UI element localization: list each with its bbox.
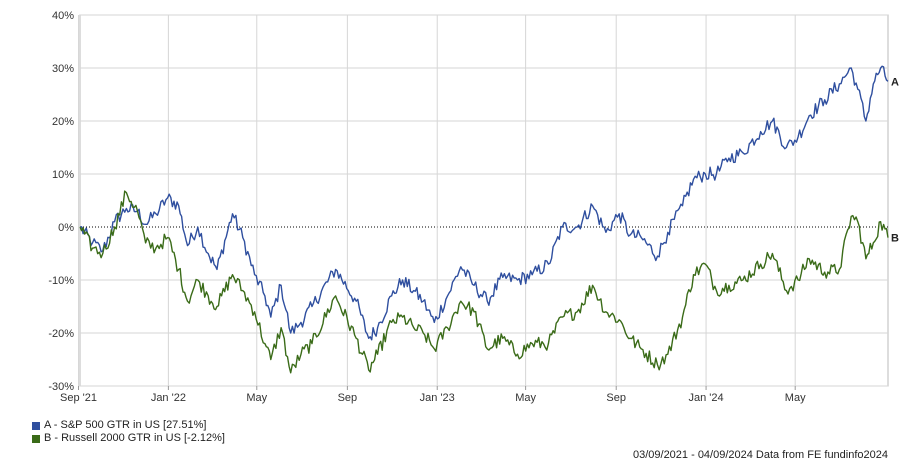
x-tick-label: Sep	[338, 392, 358, 404]
y-tick-label: 0%	[58, 222, 74, 234]
plot-area	[79, 14, 889, 387]
x-tick-label: May	[785, 392, 806, 404]
y-tick-label: -30%	[48, 381, 74, 393]
legend-item-a: A - S&P 500 GTR in US [27.51%]	[32, 419, 225, 432]
legend-item-b: B - Russell 2000 GTR in US [-2.12%]	[32, 432, 225, 445]
y-tick-label: 30%	[52, 63, 74, 75]
legend-swatch-b	[32, 434, 40, 443]
y-tick-label: 10%	[52, 169, 74, 181]
series-line-a	[79, 65, 889, 341]
legend-swatch-a	[32, 421, 40, 430]
legend: A - S&P 500 GTR in US [27.51%] B - Russe…	[32, 419, 225, 445]
x-tick-label: Jan '23	[420, 392, 455, 404]
x-tick-label: Sep '21	[60, 392, 97, 404]
y-tick-label: 40%	[52, 10, 74, 22]
x-tick-label: May	[246, 392, 267, 404]
legend-label-a: A - S&P 500 GTR in US [27.51%]	[44, 419, 207, 431]
legend-label-b: B - Russell 2000 GTR in US [-2.12%]	[44, 432, 225, 444]
y-tick-label: -10%	[48, 275, 74, 287]
series-line-b	[79, 190, 889, 374]
x-tick-label: Jan '24	[689, 392, 724, 404]
x-tick-label: Jan '22	[151, 392, 186, 404]
x-tick-label: Sep	[606, 392, 626, 404]
x-tick-label: May	[515, 392, 536, 404]
series-end-label-a: A	[891, 76, 899, 88]
series-end-label-b: B	[891, 233, 899, 245]
footer-source: 03/09/2021 - 04/09/2024 Data from FE fun…	[632, 449, 888, 461]
y-tick-label: -20%	[48, 328, 74, 340]
y-tick-label: 20%	[52, 116, 74, 128]
